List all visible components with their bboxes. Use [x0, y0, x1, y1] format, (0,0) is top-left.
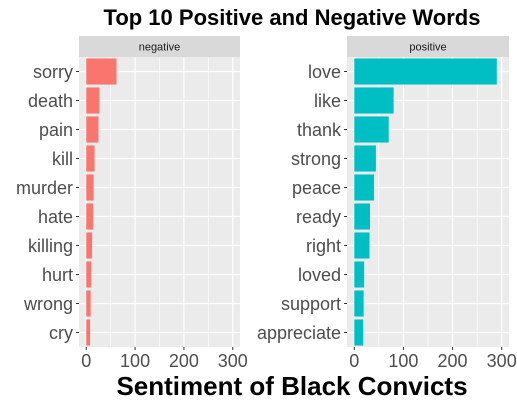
- bar-peace: [354, 174, 374, 201]
- x-tick-label: 300: [487, 351, 517, 371]
- y-tick-label: support: [281, 294, 341, 314]
- y-tick-label: right: [306, 236, 341, 256]
- y-tick-label: wrong: [23, 294, 73, 314]
- bar-death: [86, 87, 100, 114]
- bar-murder: [86, 174, 94, 201]
- panel-strip-label: negative: [139, 42, 181, 54]
- bar-ready: [354, 203, 371, 230]
- x-tick-label: 200: [169, 351, 199, 371]
- panel-strip: [347, 36, 509, 57]
- bar-hurt: [86, 261, 92, 288]
- panel-strip: [79, 36, 240, 57]
- bar-sorry: [86, 58, 117, 85]
- bar-love: [354, 58, 497, 85]
- bar-kill: [86, 145, 95, 172]
- bar-thank: [354, 116, 389, 143]
- y-tick-label: cry: [49, 323, 73, 343]
- y-tick-label: sorry: [33, 62, 73, 82]
- panel-negative: negative sorry death pain kill murder hate kill…: [16, 36, 248, 371]
- panels: negative sorry death pain kill murder hate kill…: [16, 36, 517, 371]
- bar-loved: [354, 261, 365, 288]
- y-tick-label: peace: [292, 178, 341, 198]
- y-tick-label: appreciate: [257, 323, 341, 343]
- y-tick-label: strong: [291, 149, 341, 169]
- x-tick-label: 100: [388, 351, 418, 371]
- y-tick-label: thank: [297, 120, 342, 140]
- bar-pain: [86, 116, 99, 143]
- y-tick-label: hate: [38, 207, 73, 227]
- y-tick-label: pain: [39, 120, 73, 140]
- bar-wrong: [86, 290, 91, 317]
- bar-killing: [86, 232, 93, 259]
- y-tick-label: murder: [16, 178, 73, 198]
- y-tick-label: love: [308, 62, 341, 82]
- x-axis-label: Sentiment of Black Convicts: [116, 371, 467, 401]
- x-tick-label: 0: [349, 351, 359, 371]
- x-tick-label: 300: [218, 351, 248, 371]
- bar-hate: [86, 203, 94, 230]
- bar-strong: [354, 145, 376, 172]
- x-tick-label: 100: [120, 351, 150, 371]
- bar-support: [354, 290, 364, 317]
- chart-title: Top 10 Positive and Negative Words: [104, 5, 481, 30]
- bar-cry: [86, 319, 91, 346]
- y-tick-label: killing: [28, 236, 73, 256]
- y-tick-label: ready: [296, 207, 341, 227]
- panel-positive: positive love like thank strong peace ready rig…: [257, 36, 517, 371]
- y-tick-label: hurt: [42, 265, 73, 285]
- bar-like: [354, 87, 394, 114]
- x-tick-label: 0: [81, 351, 91, 371]
- panel-strip-label: positive: [409, 42, 446, 54]
- y-tick-label: kill: [52, 149, 73, 169]
- y-tick-label: like: [314, 91, 341, 111]
- y-tick-label: loved: [298, 265, 341, 285]
- y-tick-label: death: [28, 91, 73, 111]
- bar-right: [354, 232, 370, 259]
- bar-appreciate: [354, 319, 364, 346]
- x-tick-label: 200: [438, 351, 468, 371]
